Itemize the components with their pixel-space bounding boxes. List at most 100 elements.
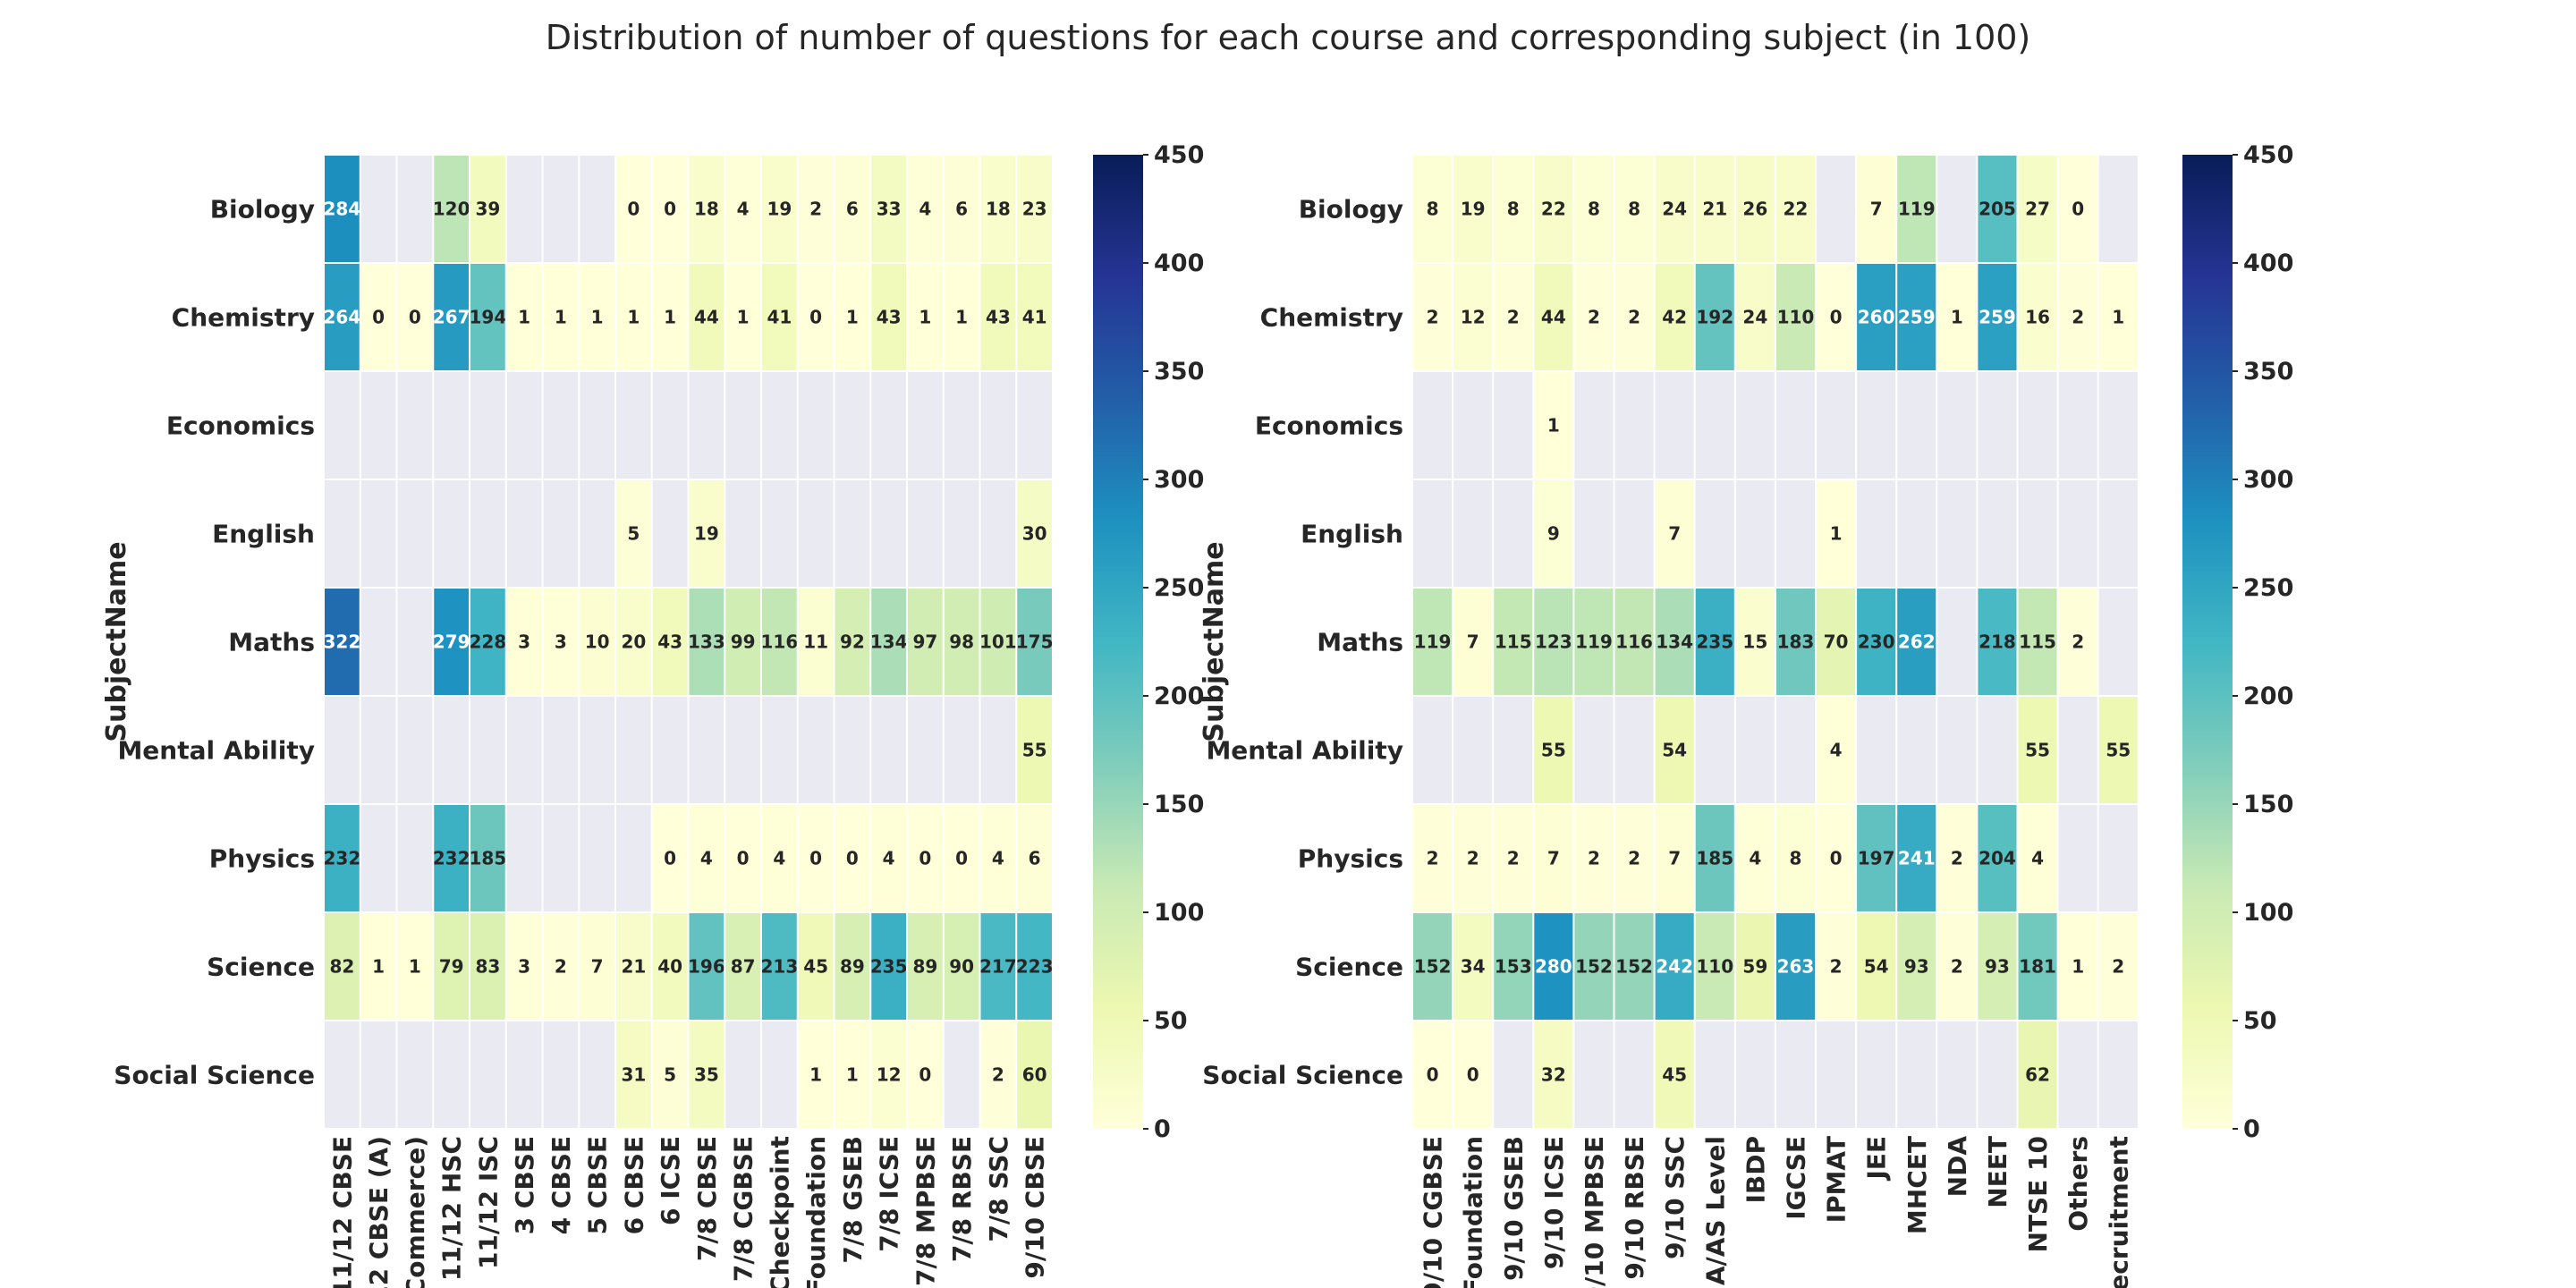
cell-value-label: 260 — [1858, 307, 1895, 328]
column-label: JEE — [1862, 1136, 1892, 1182]
cell-value-label: 6 — [846, 199, 859, 220]
row-label: Chemistry — [1260, 303, 1403, 333]
cell-value-label: 18 — [986, 199, 1011, 220]
cell-value-label: 89 — [912, 956, 937, 978]
colorbar-tick-label: 150 — [2243, 791, 2293, 818]
cell-value-label: 134 — [1656, 631, 1693, 653]
column-label: 11/12 CBSE (A) — [364, 1136, 394, 1288]
cell-value-label: 83 — [475, 956, 500, 978]
cell-value-label: 7 — [1668, 848, 1681, 869]
cell-value-label: 62 — [2025, 1064, 2050, 1086]
colorbar-tick-label: 150 — [1154, 791, 1204, 818]
cell-value-label: 175 — [1016, 631, 1054, 653]
cell-value-label: 1 — [955, 307, 968, 328]
cell-value-label: 55 — [2106, 740, 2131, 761]
column-label: NTSE 10 — [2023, 1136, 2053, 1253]
cell-value-label: 19 — [694, 523, 719, 545]
cell-value-label: 54 — [1662, 740, 1687, 761]
cell-value-label: 1 — [737, 307, 750, 328]
y-axis-title: SubjectName — [1199, 541, 1230, 741]
row-label: Maths — [1317, 628, 1403, 657]
cell-value-label: 2 — [1628, 848, 1640, 869]
cell-value-label: 1 — [2072, 956, 2084, 978]
column-label: 11/12 (Commerce) — [401, 1136, 430, 1288]
cell-value-label: 2 — [1467, 848, 1479, 869]
cell-value-label: 92 — [840, 631, 865, 653]
cell-value-label: 0 — [664, 848, 676, 869]
row-label: Mental Ability — [117, 736, 315, 766]
cell-value-label: 218 — [1979, 631, 2016, 653]
row-label: Physics — [1298, 844, 1403, 874]
cell-value-label: 20 — [621, 631, 646, 653]
cell-value-label: 1 — [372, 956, 385, 978]
cell-value-label: 232 — [433, 848, 470, 869]
cell-value-label: 242 — [1656, 956, 1693, 978]
cell-value-label: 4 — [1749, 848, 1761, 869]
cell-value-label: 223 — [1016, 956, 1054, 978]
cell-value-label: 133 — [688, 631, 725, 653]
colorbar — [2182, 155, 2233, 1129]
column-label: 6 ICSE — [656, 1136, 685, 1225]
cell-value-label: 4 — [919, 199, 931, 220]
column-label: NEET — [1983, 1136, 2012, 1208]
cell-value-label: 2 — [1951, 956, 1963, 978]
cell-value-label: 110 — [1696, 956, 1733, 978]
cell-value-label: 0 — [409, 307, 421, 328]
cell-value-label: 4 — [700, 848, 713, 869]
cell-value-label: 4 — [2031, 848, 2044, 869]
column-label: 9/10 Foundation — [1459, 1136, 1488, 1288]
cell-value-label: 1 — [846, 1064, 859, 1086]
column-label: Recruitment — [2104, 1136, 2133, 1288]
cell-value-label: 43 — [986, 307, 1011, 328]
cell-value-label: 2 — [1507, 848, 1520, 869]
cell-value-label: 119 — [1898, 199, 1936, 220]
cell-value-label: 2 — [1830, 956, 1843, 978]
cell-value-label: 185 — [470, 848, 507, 869]
cell-value-label: 79 — [439, 956, 464, 978]
cell-value-label: 152 — [1414, 956, 1452, 978]
cell-value-label: 33 — [877, 199, 902, 220]
row-label: Physics — [209, 844, 315, 874]
colorbar-tick-label: 250 — [2243, 574, 2293, 602]
cell-value-label: 26 — [1742, 199, 1767, 220]
cell-value-label: 35 — [694, 1064, 719, 1086]
colorbar-tick-label: 250 — [1154, 574, 1204, 602]
cell-value-label: 42 — [1662, 307, 1687, 328]
cell-value-label: 194 — [470, 307, 507, 328]
column-label: 7/8 Checkpoint — [765, 1136, 794, 1288]
cell-value-label: 44 — [1541, 307, 1566, 328]
row-label: Science — [1295, 953, 1403, 982]
cell-value-label: 8 — [1588, 199, 1600, 220]
cell-value-label: 120 — [433, 199, 470, 220]
cell-value-label: 280 — [1535, 956, 1572, 978]
colorbar-tick-label: 450 — [1154, 141, 1204, 169]
cell-value-label: 0 — [627, 199, 640, 220]
cell-value-label: 2 — [1951, 848, 1963, 869]
cell-value-label: 263 — [1777, 956, 1815, 978]
column-label: 4 CBSE — [547, 1136, 576, 1234]
colorbar-tick-label: 450 — [2243, 141, 2293, 169]
cell-value-label: 7 — [1467, 631, 1479, 653]
cell-value-label: 5 — [627, 523, 640, 545]
cell-value-label: 0 — [809, 307, 822, 328]
cell-value-label: 2 — [1588, 307, 1600, 328]
colorbar-tick-label: 100 — [1154, 899, 1204, 927]
cell-value-label: 2 — [2072, 307, 2084, 328]
cell-value-label: 98 — [949, 631, 974, 653]
colorbar-tick-label: 0 — [2243, 1115, 2260, 1143]
cell-value-label: 2 — [555, 956, 567, 978]
y-axis-title: SubjectName — [101, 541, 132, 741]
column-label: 11/12 ISC — [473, 1136, 503, 1269]
row-label: Science — [207, 953, 315, 982]
column-label: 9/10 SSC — [1660, 1136, 1690, 1259]
cell-value-label: 2 — [992, 1064, 1004, 1086]
cell-value-label: 19 — [1461, 199, 1486, 220]
column-label: 7/8 CBSE — [692, 1136, 722, 1261]
cell-value-label: 119 — [1414, 631, 1452, 653]
cell-value-label: 8 — [1789, 848, 1801, 869]
cell-value-label: 31 — [621, 1064, 646, 1086]
cell-value-label: 4 — [773, 848, 785, 869]
cell-value-label: 241 — [1898, 848, 1936, 869]
cell-value-label: 0 — [919, 848, 931, 869]
